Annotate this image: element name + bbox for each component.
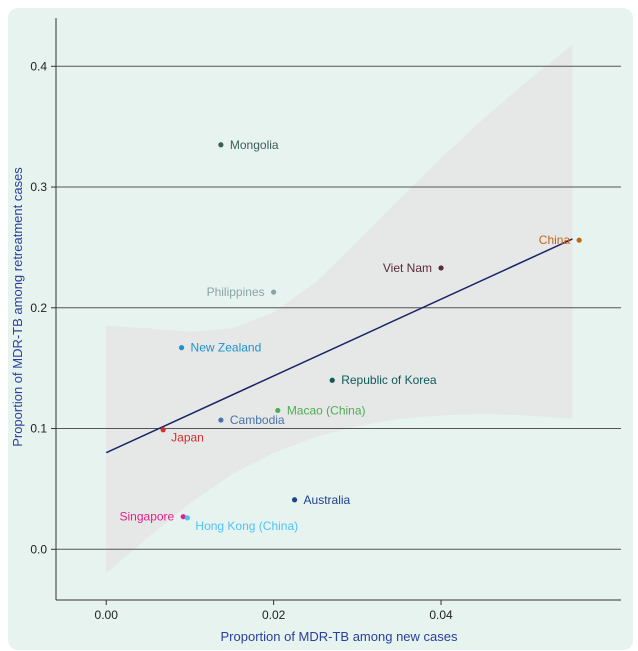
data-point (178, 345, 185, 351)
point-label: Philippines (207, 285, 265, 299)
point-label: Japan (171, 431, 204, 445)
axis-layer: 0.0 0.1 0.2 0.3 0.4 0.00 0.02 0.04 (30, 18, 621, 622)
x-tick-label: 0.00 (95, 608, 119, 622)
y-tick-label: 0.0 (30, 542, 47, 556)
point-label: Cambodia (230, 413, 285, 427)
y-axis-title: Proportion of MDR-TB among retreatment c… (10, 167, 25, 447)
y-tick-label: 0.3 (30, 180, 47, 194)
data-point (438, 265, 444, 271)
point-label: China (539, 233, 571, 247)
data-point (329, 377, 335, 383)
point-label: Macao (China) (287, 403, 366, 417)
x-tick-label: 0.02 (262, 608, 286, 622)
point-label: Singapore (120, 510, 175, 524)
data-point (218, 142, 224, 148)
data-point (160, 427, 166, 433)
y-tick-label: 0.2 (30, 301, 47, 315)
grid-layer (56, 65, 621, 550)
trend-line-layer (105, 238, 573, 454)
data-point (275, 407, 281, 414)
points-layer (160, 142, 582, 521)
y-tick-label: 0.1 (30, 422, 47, 436)
x-tick-label: 0.04 (429, 608, 453, 622)
data-point (291, 497, 298, 503)
x-axis-title: Proportion of MDR-TB among new cases (221, 629, 458, 644)
trend-line (105, 238, 573, 454)
point-label: Republic of Korea (341, 373, 437, 387)
confidence-band-layer (106, 44, 573, 574)
point-label: New Zealand (191, 341, 262, 355)
data-point (184, 515, 191, 521)
data-point (218, 417, 224, 423)
confidence-band (106, 44, 573, 574)
data-point (576, 237, 582, 243)
point-label: Viet Nam (383, 261, 432, 275)
y-tick-label: 0.4 (30, 59, 47, 73)
data-point (271, 289, 277, 295)
point-label: Mongolia (230, 138, 279, 152)
point-label: Hong Kong (China) (195, 519, 298, 533)
data-point (180, 514, 186, 520)
point-labels-layer: Mongolia China Viet Nam Philippines New Zeal… (120, 138, 571, 533)
point-label: Australia (304, 493, 351, 507)
